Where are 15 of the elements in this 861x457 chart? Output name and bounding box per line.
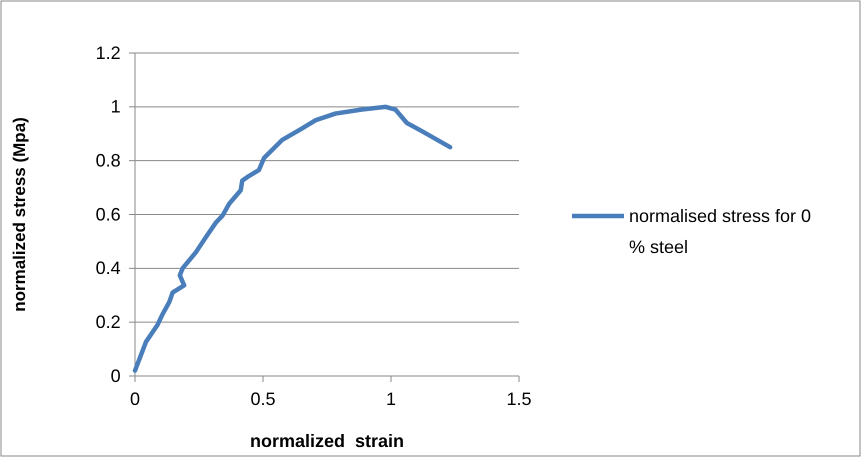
y-tick-label: 0.4 [96,258,121,278]
legend-label: normalised stress for 0 % steel [629,206,812,257]
line-series [132,104,452,373]
y-tick-label: 1.2 [96,42,121,63]
x-tick-label: 1 [386,388,396,409]
x-tick-label: 1.5 [506,388,532,409]
y-tick-label: 1 [110,96,121,117]
y-axis-title: normalized stress (Mpa) [10,117,29,312]
y-tick-label: 0.8 [96,150,121,170]
y-tick-label: 0.6 [96,204,121,224]
x-axis-title: normalized strain [250,431,404,451]
x-tick-label: 0.5 [250,388,276,409]
y-tick-label: 0.2 [96,312,121,332]
y-tick-label: 0 [110,366,121,386]
x-tick-label: 0 [130,388,140,409]
